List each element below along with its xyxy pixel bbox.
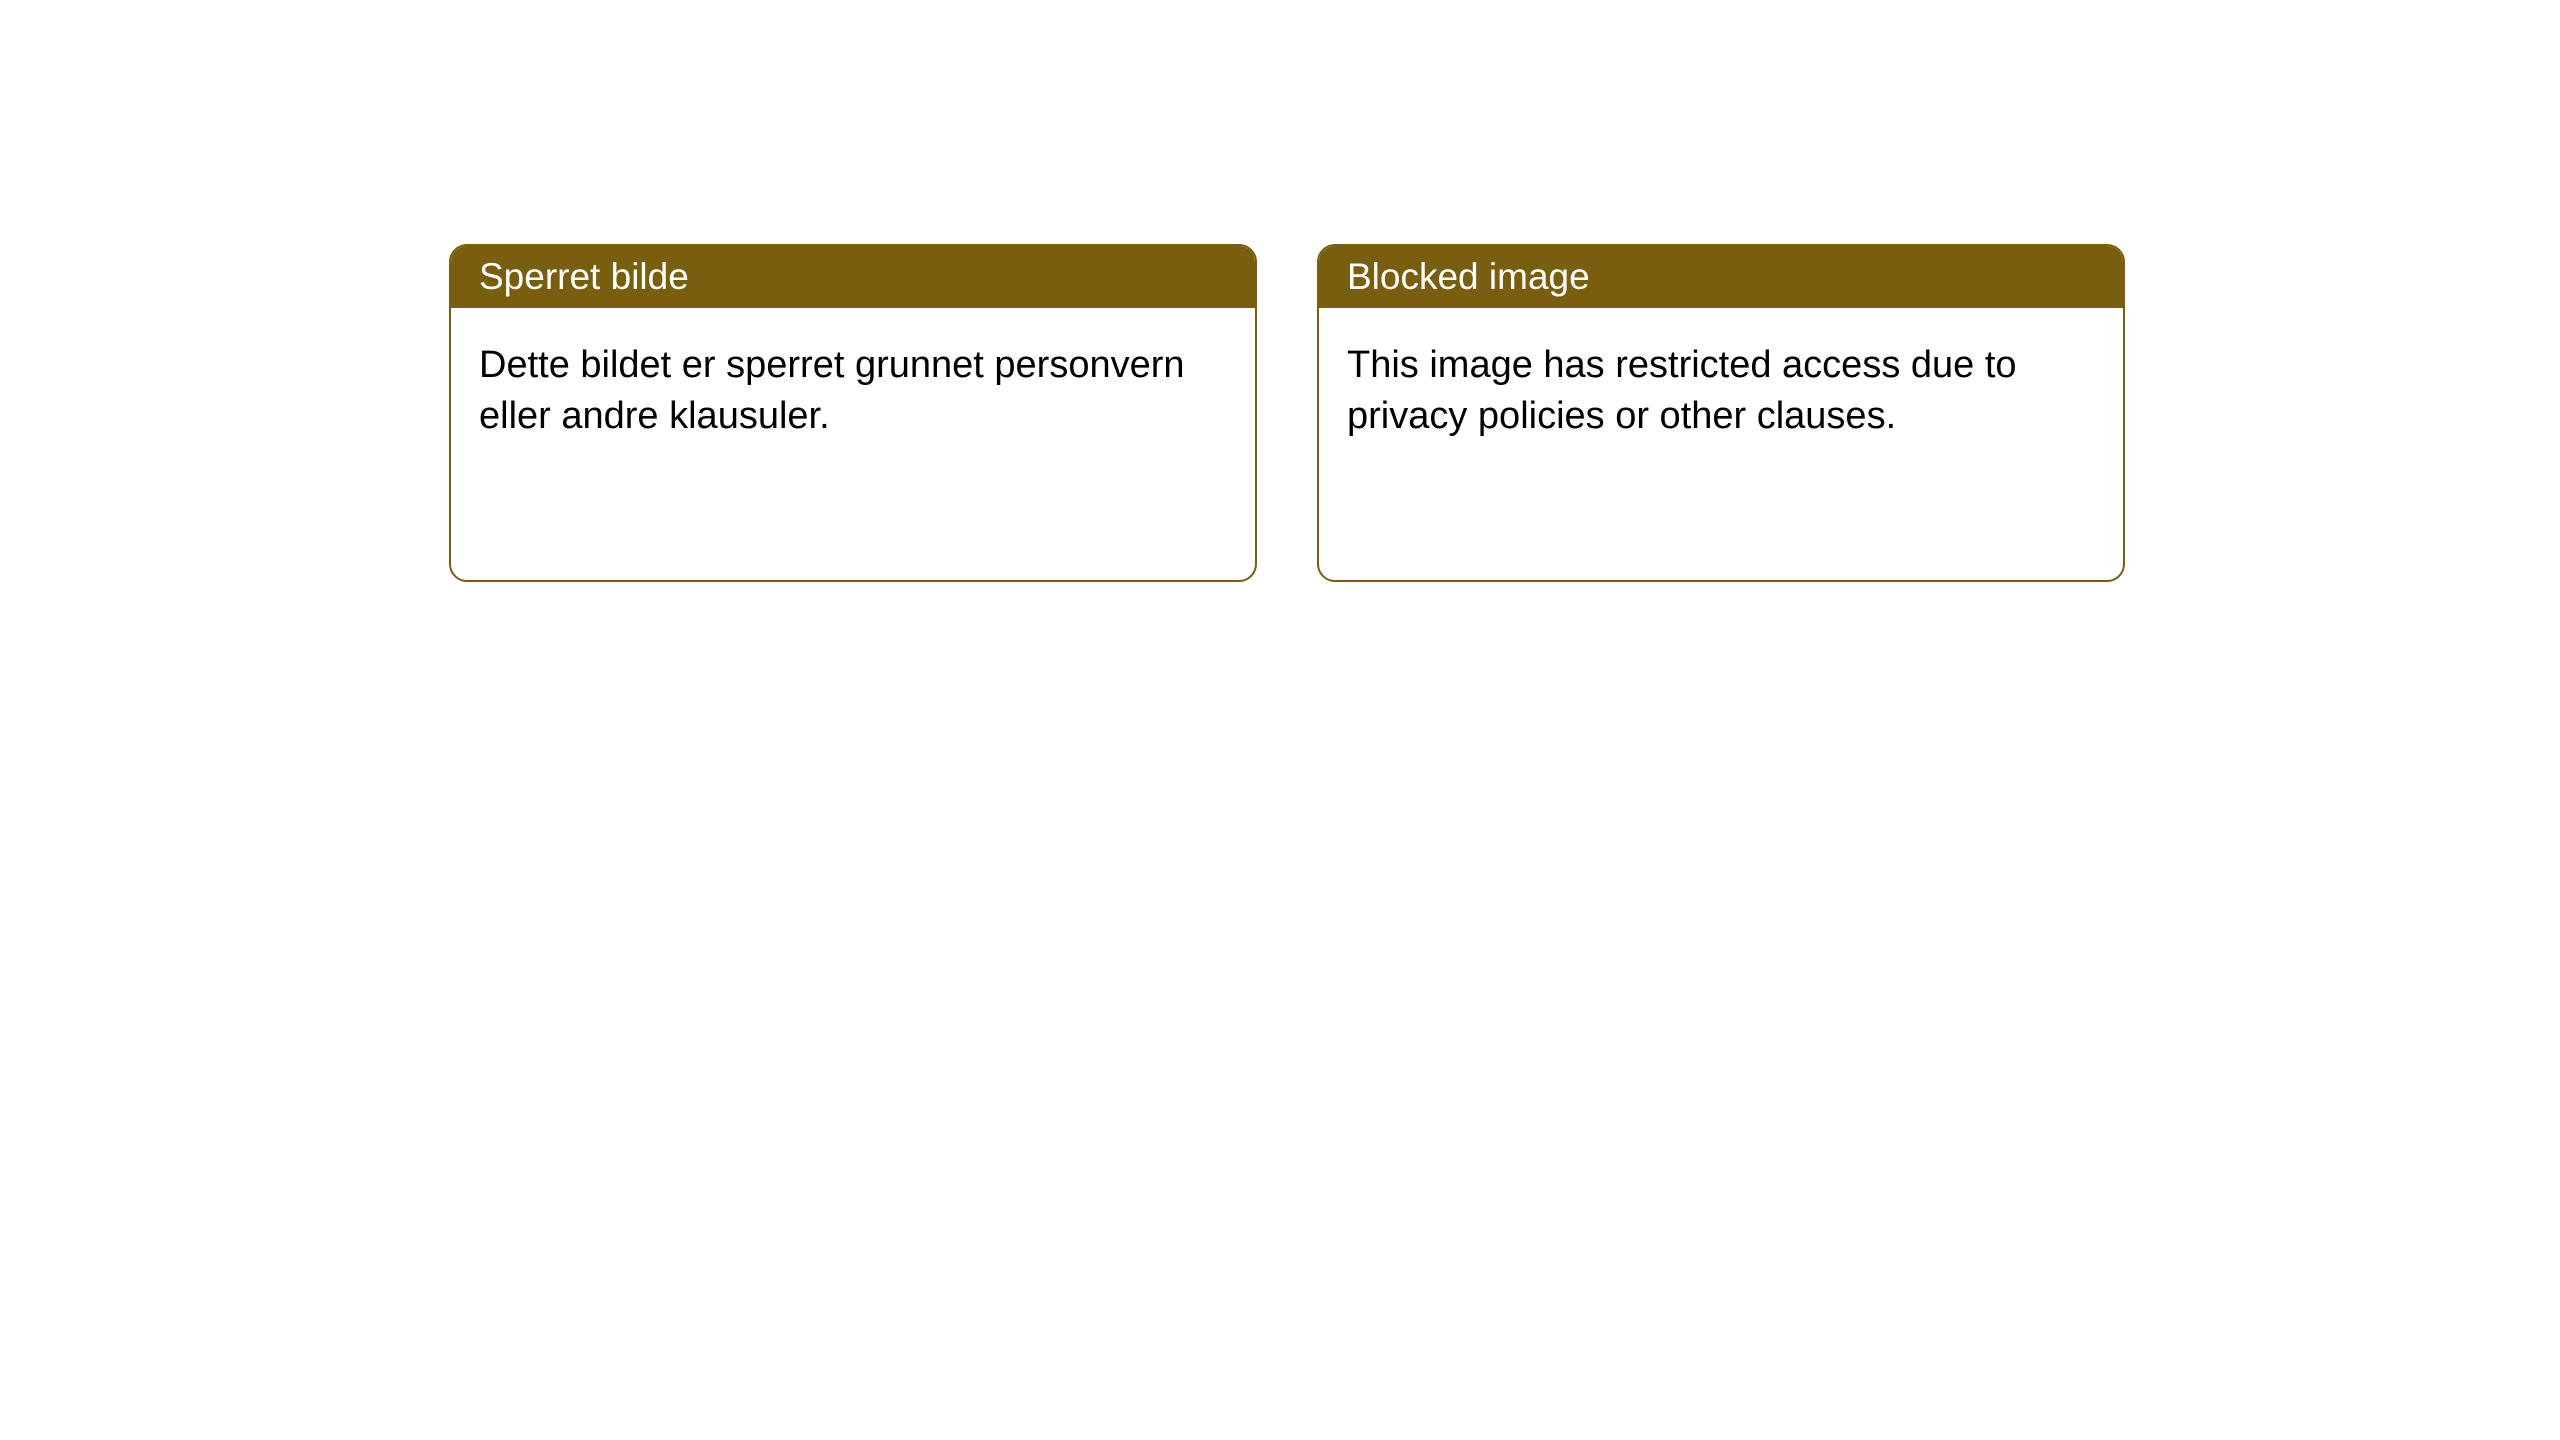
card-title-english: Blocked image [1347,256,1590,297]
cards-container: Sperret bilde Dette bildet er sperret gr… [0,0,2560,582]
card-header-english: Blocked image [1319,246,2123,308]
card-body-english: This image has restricted access due to … [1319,308,2123,475]
card-message-english: This image has restricted access due to … [1347,344,2017,437]
card-header-norwegian: Sperret bilde [451,246,1255,308]
blocked-image-card-norwegian: Sperret bilde Dette bildet er sperret gr… [449,244,1257,582]
blocked-image-card-english: Blocked image This image has restricted … [1317,244,2125,582]
card-body-norwegian: Dette bildet er sperret grunnet personve… [451,308,1255,475]
card-title-norwegian: Sperret bilde [479,256,689,297]
card-message-norwegian: Dette bildet er sperret grunnet personve… [479,344,1185,437]
